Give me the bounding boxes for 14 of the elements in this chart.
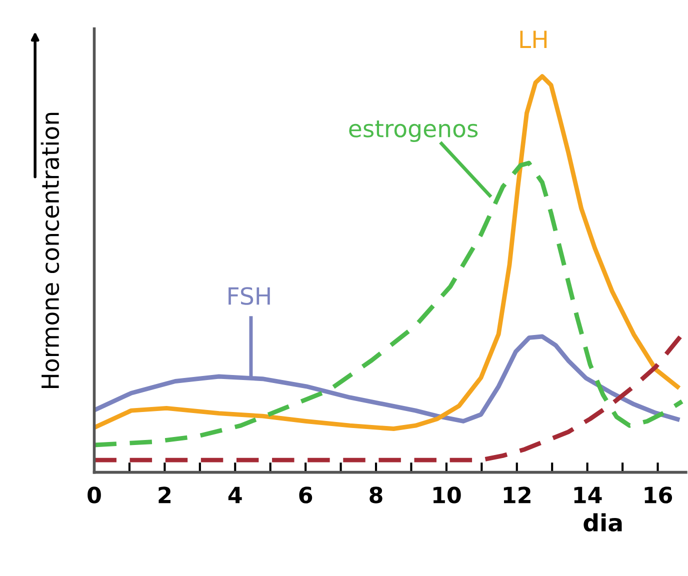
text: estrogenos: [349, 120, 478, 142]
y-axis-title: Hormone concentration: [40, 112, 60, 388]
x-tick-label: 0: [88, 486, 101, 504]
x-tick-label: 16: [644, 486, 672, 504]
x-axis-title: dia: [584, 513, 622, 532]
x-tick-label: 2: [158, 486, 170, 504]
series-label: LH: [520, 30, 547, 48]
x-tick-label: 8: [370, 486, 382, 504]
x-tick-label: 6: [299, 486, 312, 504]
x-tick-label: 10: [433, 486, 461, 504]
x-tick-label: 12: [504, 486, 530, 504]
text: FSH: [228, 287, 270, 305]
x-tick-label: 4: [228, 486, 242, 504]
x-tick-label: 14: [574, 486, 602, 504]
